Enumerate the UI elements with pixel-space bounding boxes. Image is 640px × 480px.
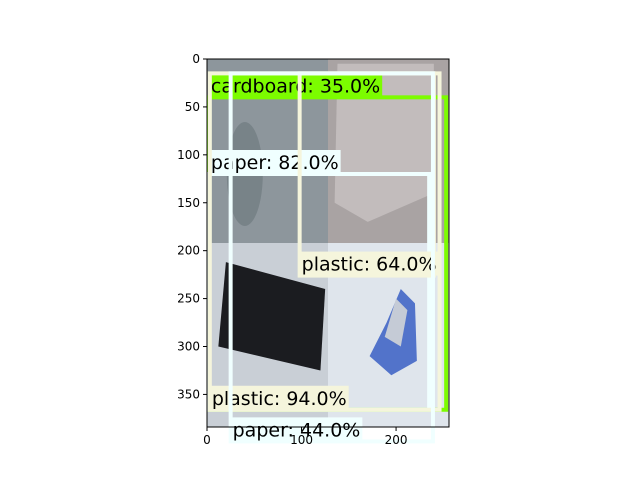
- y-tick-label-50: 50: [185, 100, 200, 114]
- cardboard-box-shape: [218, 262, 326, 371]
- y-tick-label-100: 100: [177, 148, 200, 162]
- x-tick-label-0: 0: [203, 433, 211, 447]
- y-tick-label-350: 350: [177, 387, 200, 401]
- detection-label-bg-0: [208, 73, 383, 98]
- axes: 0 100 200 0 50 100 150 200 250 300 350: [177, 52, 450, 447]
- detection-label-3: plastic: 94.0%: [212, 388, 347, 410]
- photo-image: [207, 59, 449, 427]
- detection-label-bg-2: [299, 251, 439, 276]
- x-tick-label-200: 200: [385, 433, 408, 447]
- y-tick-label-150: 150: [177, 196, 200, 210]
- detection-label-bg-3: [209, 385, 349, 410]
- detection-label-1: paper: 82.0%: [211, 152, 339, 174]
- x-tick-label-100: 100: [290, 433, 313, 447]
- y-tick-label-300: 300: [177, 340, 200, 354]
- axes-frame: [206, 58, 450, 428]
- wrapper-highlight: [384, 298, 408, 347]
- y-tick-label-200: 200: [177, 244, 200, 258]
- detection-label-4: paper: 44.0%: [233, 419, 361, 441]
- tray-shape: [334, 63, 434, 222]
- detection-label-2: plastic: 64.0%: [302, 254, 437, 276]
- detection-label-0: cardboard: 35.0%: [211, 75, 380, 97]
- detection-label-bg-4: [230, 417, 363, 442]
- y-tick-label-0: 0: [192, 52, 200, 66]
- detection-boxes: cardboard: 35.0% paper: 82.0% plastic: 64.…: [206, 71, 449, 444]
- y-tick-label-250: 250: [177, 292, 200, 306]
